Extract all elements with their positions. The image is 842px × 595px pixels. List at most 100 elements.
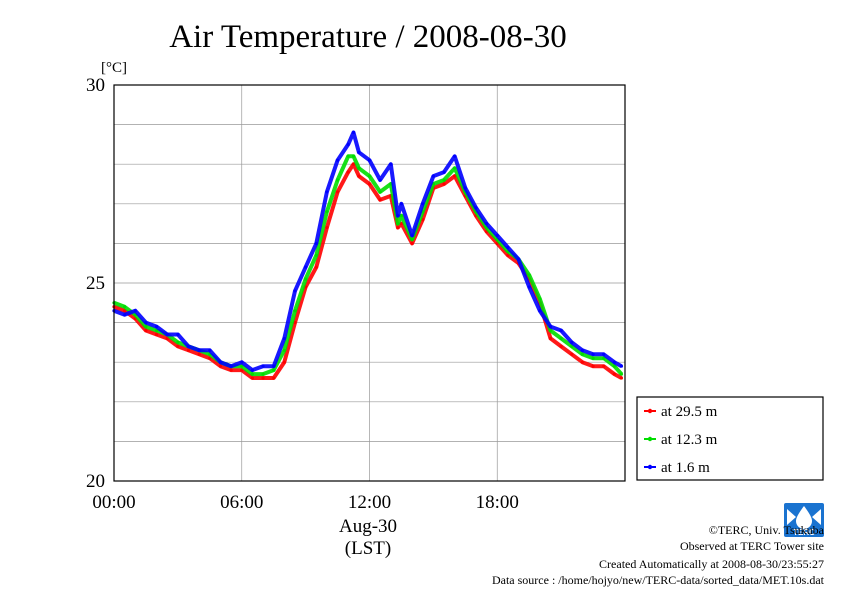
data-point bbox=[357, 166, 361, 170]
data-point bbox=[396, 225, 400, 230]
data-point bbox=[272, 368, 276, 372]
data-point bbox=[602, 352, 606, 356]
data-point bbox=[612, 364, 616, 368]
data-point bbox=[123, 309, 127, 313]
data-point bbox=[229, 364, 233, 368]
data-point bbox=[335, 178, 340, 182]
data-point bbox=[410, 233, 414, 238]
data-point bbox=[453, 154, 457, 158]
data-point bbox=[399, 202, 404, 206]
data-point bbox=[208, 356, 212, 360]
data-point bbox=[591, 364, 595, 368]
data-point bbox=[602, 364, 606, 368]
logo-text: TERC bbox=[793, 528, 815, 537]
data-point bbox=[176, 332, 180, 337]
data-point bbox=[421, 202, 425, 206]
legend: at 29.5 m at 12.3 m at 1.6 m bbox=[636, 396, 824, 481]
footer-site: Observed at TERC Tower site bbox=[679, 539, 824, 553]
data-point bbox=[612, 360, 616, 364]
data-point bbox=[453, 166, 457, 170]
axis-ticks: 20 25 30 00:00 06:00 12:00 18:00 bbox=[86, 75, 519, 513]
data-point bbox=[495, 233, 499, 238]
data-point bbox=[282, 336, 286, 341]
data-point bbox=[442, 178, 446, 182]
data-point bbox=[357, 174, 361, 178]
legend-label: at 1.6 m bbox=[661, 460, 710, 476]
data-point bbox=[570, 352, 574, 356]
data-point bbox=[240, 368, 244, 372]
data-point bbox=[602, 356, 606, 360]
footer-copyright: ©TERC, Univ. Tsukuba bbox=[708, 523, 824, 537]
data-point bbox=[325, 190, 329, 194]
legend-marker bbox=[647, 408, 653, 414]
data-point bbox=[580, 352, 585, 356]
legend-label: at 29.5 m bbox=[661, 404, 718, 420]
data-point bbox=[154, 324, 159, 329]
data-point bbox=[123, 305, 127, 309]
data-point bbox=[399, 214, 404, 218]
data-point bbox=[154, 328, 159, 333]
plot-frame bbox=[113, 84, 626, 482]
data-point bbox=[346, 170, 350, 174]
data-point bbox=[442, 170, 446, 174]
y-tick-label: 20 bbox=[86, 471, 105, 492]
x-tick-label: 12:00 bbox=[348, 492, 391, 513]
data-point bbox=[314, 241, 318, 245]
data-point bbox=[431, 174, 435, 178]
data-point bbox=[591, 352, 595, 356]
data-point bbox=[570, 344, 574, 348]
data-point bbox=[351, 162, 356, 166]
legend-label: at 12.3 m bbox=[661, 432, 718, 448]
data-point bbox=[548, 324, 553, 329]
data-point bbox=[176, 344, 180, 348]
data-point bbox=[367, 174, 372, 178]
x-tick-label: 06:00 bbox=[220, 492, 263, 513]
y-tick-label: 25 bbox=[86, 273, 105, 294]
data-point bbox=[357, 150, 361, 154]
data-point bbox=[619, 376, 624, 380]
data-point bbox=[186, 348, 191, 352]
data-point bbox=[250, 372, 254, 376]
data-point bbox=[378, 190, 382, 194]
data-point bbox=[378, 178, 382, 182]
data-point bbox=[548, 336, 553, 341]
series-line-3 bbox=[113, 130, 623, 373]
data-point bbox=[335, 158, 340, 162]
data-point bbox=[250, 368, 254, 372]
x-tick-label: 00:00 bbox=[92, 492, 135, 513]
data-point bbox=[218, 360, 223, 364]
data-point bbox=[240, 364, 244, 368]
data-point bbox=[304, 265, 308, 269]
terc-logo: TERC bbox=[784, 503, 824, 537]
data-point bbox=[282, 360, 286, 364]
data-point bbox=[144, 324, 148, 329]
data-point bbox=[396, 222, 400, 226]
footer-source: Data source : /home/hojyo/new/TERC-data/… bbox=[491, 573, 824, 587]
data-point bbox=[133, 309, 137, 313]
legend-marker bbox=[647, 464, 653, 470]
data-point bbox=[186, 344, 191, 348]
data-point bbox=[378, 198, 382, 202]
data-point bbox=[559, 328, 563, 333]
data-point bbox=[144, 328, 148, 333]
data-point bbox=[538, 297, 542, 301]
data-point bbox=[346, 154, 350, 158]
data-point bbox=[410, 241, 414, 245]
data-point bbox=[619, 372, 624, 376]
legend-box bbox=[636, 396, 824, 481]
data-point bbox=[325, 210, 329, 214]
data-point bbox=[154, 332, 159, 337]
data-point bbox=[463, 186, 467, 190]
data-point bbox=[335, 190, 340, 194]
data-point bbox=[261, 372, 265, 376]
data-point bbox=[304, 277, 308, 281]
data-point bbox=[580, 348, 585, 352]
data-point bbox=[580, 360, 585, 364]
data-point bbox=[261, 364, 265, 368]
data-point bbox=[346, 142, 350, 146]
data-point bbox=[314, 265, 318, 269]
data-point bbox=[570, 340, 574, 344]
data-point bbox=[442, 182, 446, 186]
data-point bbox=[282, 348, 286, 352]
data-point bbox=[453, 174, 457, 178]
